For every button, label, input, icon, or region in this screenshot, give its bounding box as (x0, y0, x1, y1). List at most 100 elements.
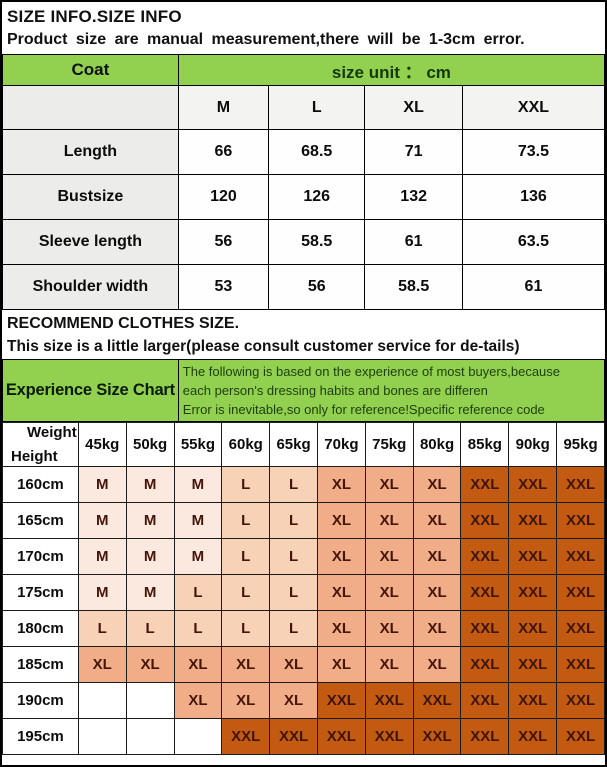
page-title: SIZE INFO.SIZE INFO (7, 7, 182, 26)
matrix-cell: M (77, 574, 127, 611)
matrix-cell: L (269, 538, 318, 575)
weight-header: 75kg (364, 422, 414, 467)
corner-height-label: Height (11, 448, 58, 465)
matrix-cell: XL (412, 646, 462, 683)
product-label: Coat (2, 54, 179, 86)
matrix-cell: XXL (508, 646, 558, 683)
weight-header: 45kg (77, 422, 127, 467)
recommend-note: This size is a little larger(please cons… (7, 338, 520, 355)
matrix-row: 175cm M M L L L XL XL XL XXL XXL XXL (2, 574, 605, 611)
matrix-cell: XXL (460, 538, 510, 575)
matrix-cell: XL (316, 610, 366, 647)
matrix-cell: XL (364, 538, 414, 575)
matrix-cell: L (221, 538, 271, 575)
matrix-cell (77, 682, 127, 719)
matrix-cell: M (125, 502, 175, 539)
matrix-cell: M (173, 466, 223, 503)
matrix-cell: XL (77, 646, 127, 683)
matrix-cell: XXL (364, 682, 414, 719)
height-label: 180cm (2, 610, 79, 647)
size-row-label: Shoulder width (2, 264, 179, 310)
matrix-cell: M (77, 466, 127, 503)
matrix-cell: XXL (460, 682, 510, 719)
matrix-cell: XL (173, 646, 223, 683)
matrix-cell: XL (364, 646, 414, 683)
matrix-cell: XL (364, 574, 414, 611)
matrix-cell: XXL (556, 682, 605, 719)
matrix-cell: XXL (556, 538, 605, 575)
matrix-cell: M (173, 538, 223, 575)
height-label: 190cm (2, 682, 79, 719)
matrix-cell (77, 718, 127, 755)
experience-note-line: each person's dressing habits and bones … (182, 382, 488, 398)
matrix-cell: L (269, 466, 318, 503)
matrix-cell: L (269, 574, 318, 611)
size-table: Coat size unit ： cm M L XL XXL Length 66 68.5… (2, 54, 605, 310)
matrix-cell: XL (316, 466, 366, 503)
weight-header: 50kg (125, 422, 175, 467)
matrix-cell: XL (269, 682, 318, 719)
corner-weight-label: Weight (27, 424, 77, 441)
experience-note-line: Error is inevitable,so only for referenc… (182, 402, 545, 418)
matrix-cell: XL (269, 646, 318, 683)
matrix-cell: L (173, 574, 223, 611)
matrix-cell: M (125, 574, 175, 611)
matrix-cell: XXL (556, 610, 605, 647)
unit-label: size unit ： cm (177, 54, 605, 86)
matrix-cell: XL (412, 466, 462, 503)
matrix-row: 170cm M M M L L XL XL XL XXL XXL XXL (2, 538, 605, 575)
matrix-cell: XXL (556, 718, 605, 755)
experience-section: Experience Size Chart The following is b… (2, 359, 605, 422)
matrix-cell: XXL (316, 682, 366, 719)
matrix-row: 190cm XL XL XL XXL XXL XXL XXL XXL XXL (2, 682, 605, 719)
weight-header: 90kg (508, 422, 558, 467)
matrix-cell (173, 718, 223, 755)
size-value-cell: 120 (177, 174, 270, 220)
matrix-header-row: Weight Height 45kg 50kg 55kg 60kg 65kg 70kg 75… (2, 422, 605, 467)
matrix-row: 165cm M M M L L XL XL XL XXL XXL XXL (2, 502, 605, 539)
size-value-cell: 68.5 (268, 129, 366, 175)
size-matrix: Weight Height 45kg 50kg 55kg 60kg 65kg 70kg 75… (2, 422, 605, 755)
recommend-block: RECOMMEND CLOTHES SIZE. This size is a l… (2, 310, 605, 359)
weight-header: 80kg (412, 422, 462, 467)
size-value-cell: 73.5 (461, 129, 605, 175)
matrix-cell: XXL (460, 502, 510, 539)
matrix-cell: XXL (508, 718, 558, 755)
matrix-cell (125, 682, 175, 719)
size-col-header: L (268, 85, 366, 130)
size-value-cell: 61 (364, 219, 463, 265)
height-label: 195cm (2, 718, 79, 755)
height-label: 185cm (2, 646, 79, 683)
matrix-cell: XL (316, 574, 366, 611)
size-row-label: Length (2, 129, 179, 175)
matrix-cell: XXL (508, 538, 558, 575)
matrix-cell: XL (316, 502, 366, 539)
matrix-cell: XL (412, 610, 462, 647)
matrix-cell: XXL (556, 574, 605, 611)
weight-header: 60kg (221, 422, 271, 467)
size-col-header: XXL (461, 85, 605, 130)
size-table-row: Shoulder width 53 56 58.5 61 (2, 264, 605, 310)
size-value-cell: 66 (177, 129, 270, 175)
matrix-cell: XL (221, 646, 271, 683)
matrix-cell: XXL (460, 574, 510, 611)
size-row-label: Bustsize (2, 174, 179, 220)
weight-header: 65kg (269, 422, 318, 467)
matrix-cell: M (77, 538, 127, 575)
matrix-cell: XL (316, 538, 366, 575)
matrix-cell: XL (316, 646, 366, 683)
matrix-cell: XL (364, 502, 414, 539)
size-value-cell: 126 (268, 174, 366, 220)
size-table-row: Length 66 68.5 71 73.5 (2, 129, 605, 175)
height-label: 175cm (2, 574, 79, 611)
size-value-cell: 132 (364, 174, 463, 220)
matrix-cell: XXL (460, 466, 510, 503)
matrix-cell: XXL (508, 610, 558, 647)
experience-note-line: The following is based on the experience… (182, 363, 561, 379)
height-label: 170cm (2, 538, 79, 575)
size-table-unit-row: Coat size unit ： cm (2, 54, 605, 86)
matrix-cell: XL (412, 538, 462, 575)
matrix-cell: XL (412, 574, 462, 611)
matrix-cell: L (269, 502, 318, 539)
